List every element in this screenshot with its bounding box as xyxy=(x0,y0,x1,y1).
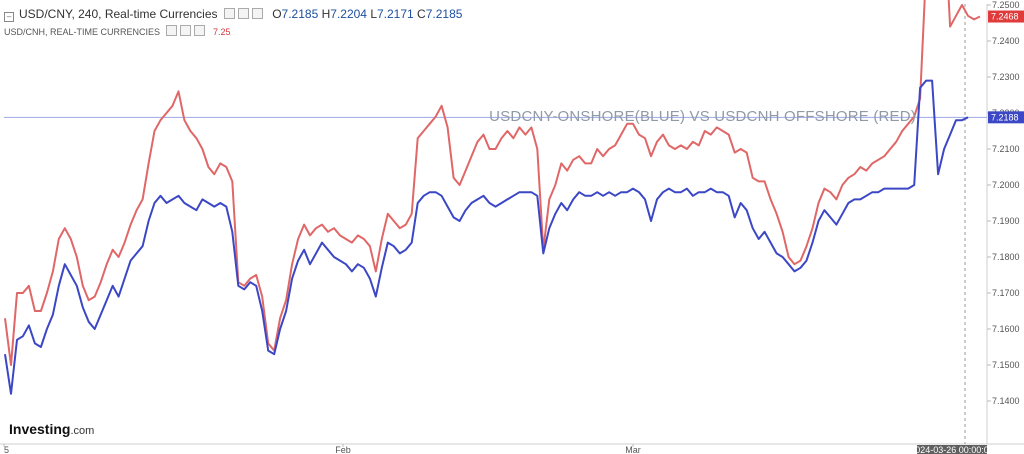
overlay-title: USDCNY-ONSHORE(BLUE) VS USDCNH OFFSHORE … xyxy=(489,108,916,125)
visibility-icon[interactable] xyxy=(223,8,235,19)
crosshair-time-label: 2024-03-26 00:00:00 xyxy=(910,445,994,454)
y-tick-label: 7.1900 xyxy=(992,216,1020,226)
usdcny-series-line xyxy=(4,79,969,395)
ohlc-values: O7.2185 H7.2204 L7.2171 C7.2185 xyxy=(272,7,462,21)
collapse-icon[interactable]: – xyxy=(4,12,14,22)
y-tick-label: 7.2100 xyxy=(992,144,1020,154)
high-label: H xyxy=(321,7,331,21)
y-tick-label: 7.2400 xyxy=(992,36,1020,46)
y-tick-label: 7.2000 xyxy=(992,180,1020,190)
low-label: L xyxy=(370,7,377,21)
symbol-label[interactable]: USD/CNY, 240, Real-time Currencies xyxy=(19,7,218,21)
open-value: 7.2185 xyxy=(281,7,319,21)
low-value: 7.2171 xyxy=(377,7,414,21)
open-label: O xyxy=(272,7,282,21)
settings-icon[interactable] xyxy=(179,25,191,36)
second-symbol-label[interactable]: USD/CNH, REAL-TIME CURRENCIES xyxy=(4,27,161,37)
x-tick-label: Mar xyxy=(625,445,641,454)
settings-icon[interactable] xyxy=(237,8,249,19)
close-icon[interactable] xyxy=(193,25,205,36)
y-tick-label: 7.1800 xyxy=(992,252,1020,262)
logo-domain: .com xyxy=(70,425,95,437)
price-tag-usdcnh xyxy=(988,10,1024,23)
usdcnh-series-line xyxy=(4,0,981,366)
x-tick-label: 5 xyxy=(4,445,9,454)
high-value: 7.2204 xyxy=(330,7,367,21)
price-tag-usdcny xyxy=(988,111,1024,124)
y-tick-label: 7.2300 xyxy=(992,72,1020,82)
close-value: 7.2185 xyxy=(425,7,463,21)
y-tick-label: 7.2500 xyxy=(992,0,1020,10)
close-icon[interactable] xyxy=(251,8,263,19)
second-symbol-header: USD/CNH, REAL-TIME CURRENCIES 7.25 xyxy=(4,25,231,37)
price-tag-label: 7.2468 xyxy=(991,12,1019,22)
logo-name: Investing xyxy=(9,421,71,437)
second-symbol-value: 7.25 xyxy=(213,27,231,37)
close-label: C xyxy=(417,7,426,21)
y-tick-label: 7.1500 xyxy=(992,360,1020,370)
y-tick-label: 7.1700 xyxy=(992,288,1020,298)
investing-logo: Investing.com xyxy=(9,421,94,437)
main-symbol-header: – USD/CNY, 240, Real-time Currencies O7.2… xyxy=(4,7,462,22)
y-tick-label: 7.1400 xyxy=(992,396,1020,406)
visibility-icon[interactable] xyxy=(165,25,177,36)
crosshair-time-tag xyxy=(917,445,987,454)
x-tick-label: Feb xyxy=(335,445,351,454)
price-tag-label: 7.2188 xyxy=(991,112,1019,122)
y-tick-label: 7.1600 xyxy=(992,324,1020,334)
